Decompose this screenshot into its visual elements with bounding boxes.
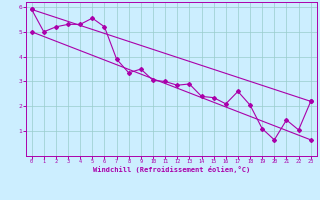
X-axis label: Windchill (Refroidissement éolien,°C): Windchill (Refroidissement éolien,°C) [92,166,250,173]
